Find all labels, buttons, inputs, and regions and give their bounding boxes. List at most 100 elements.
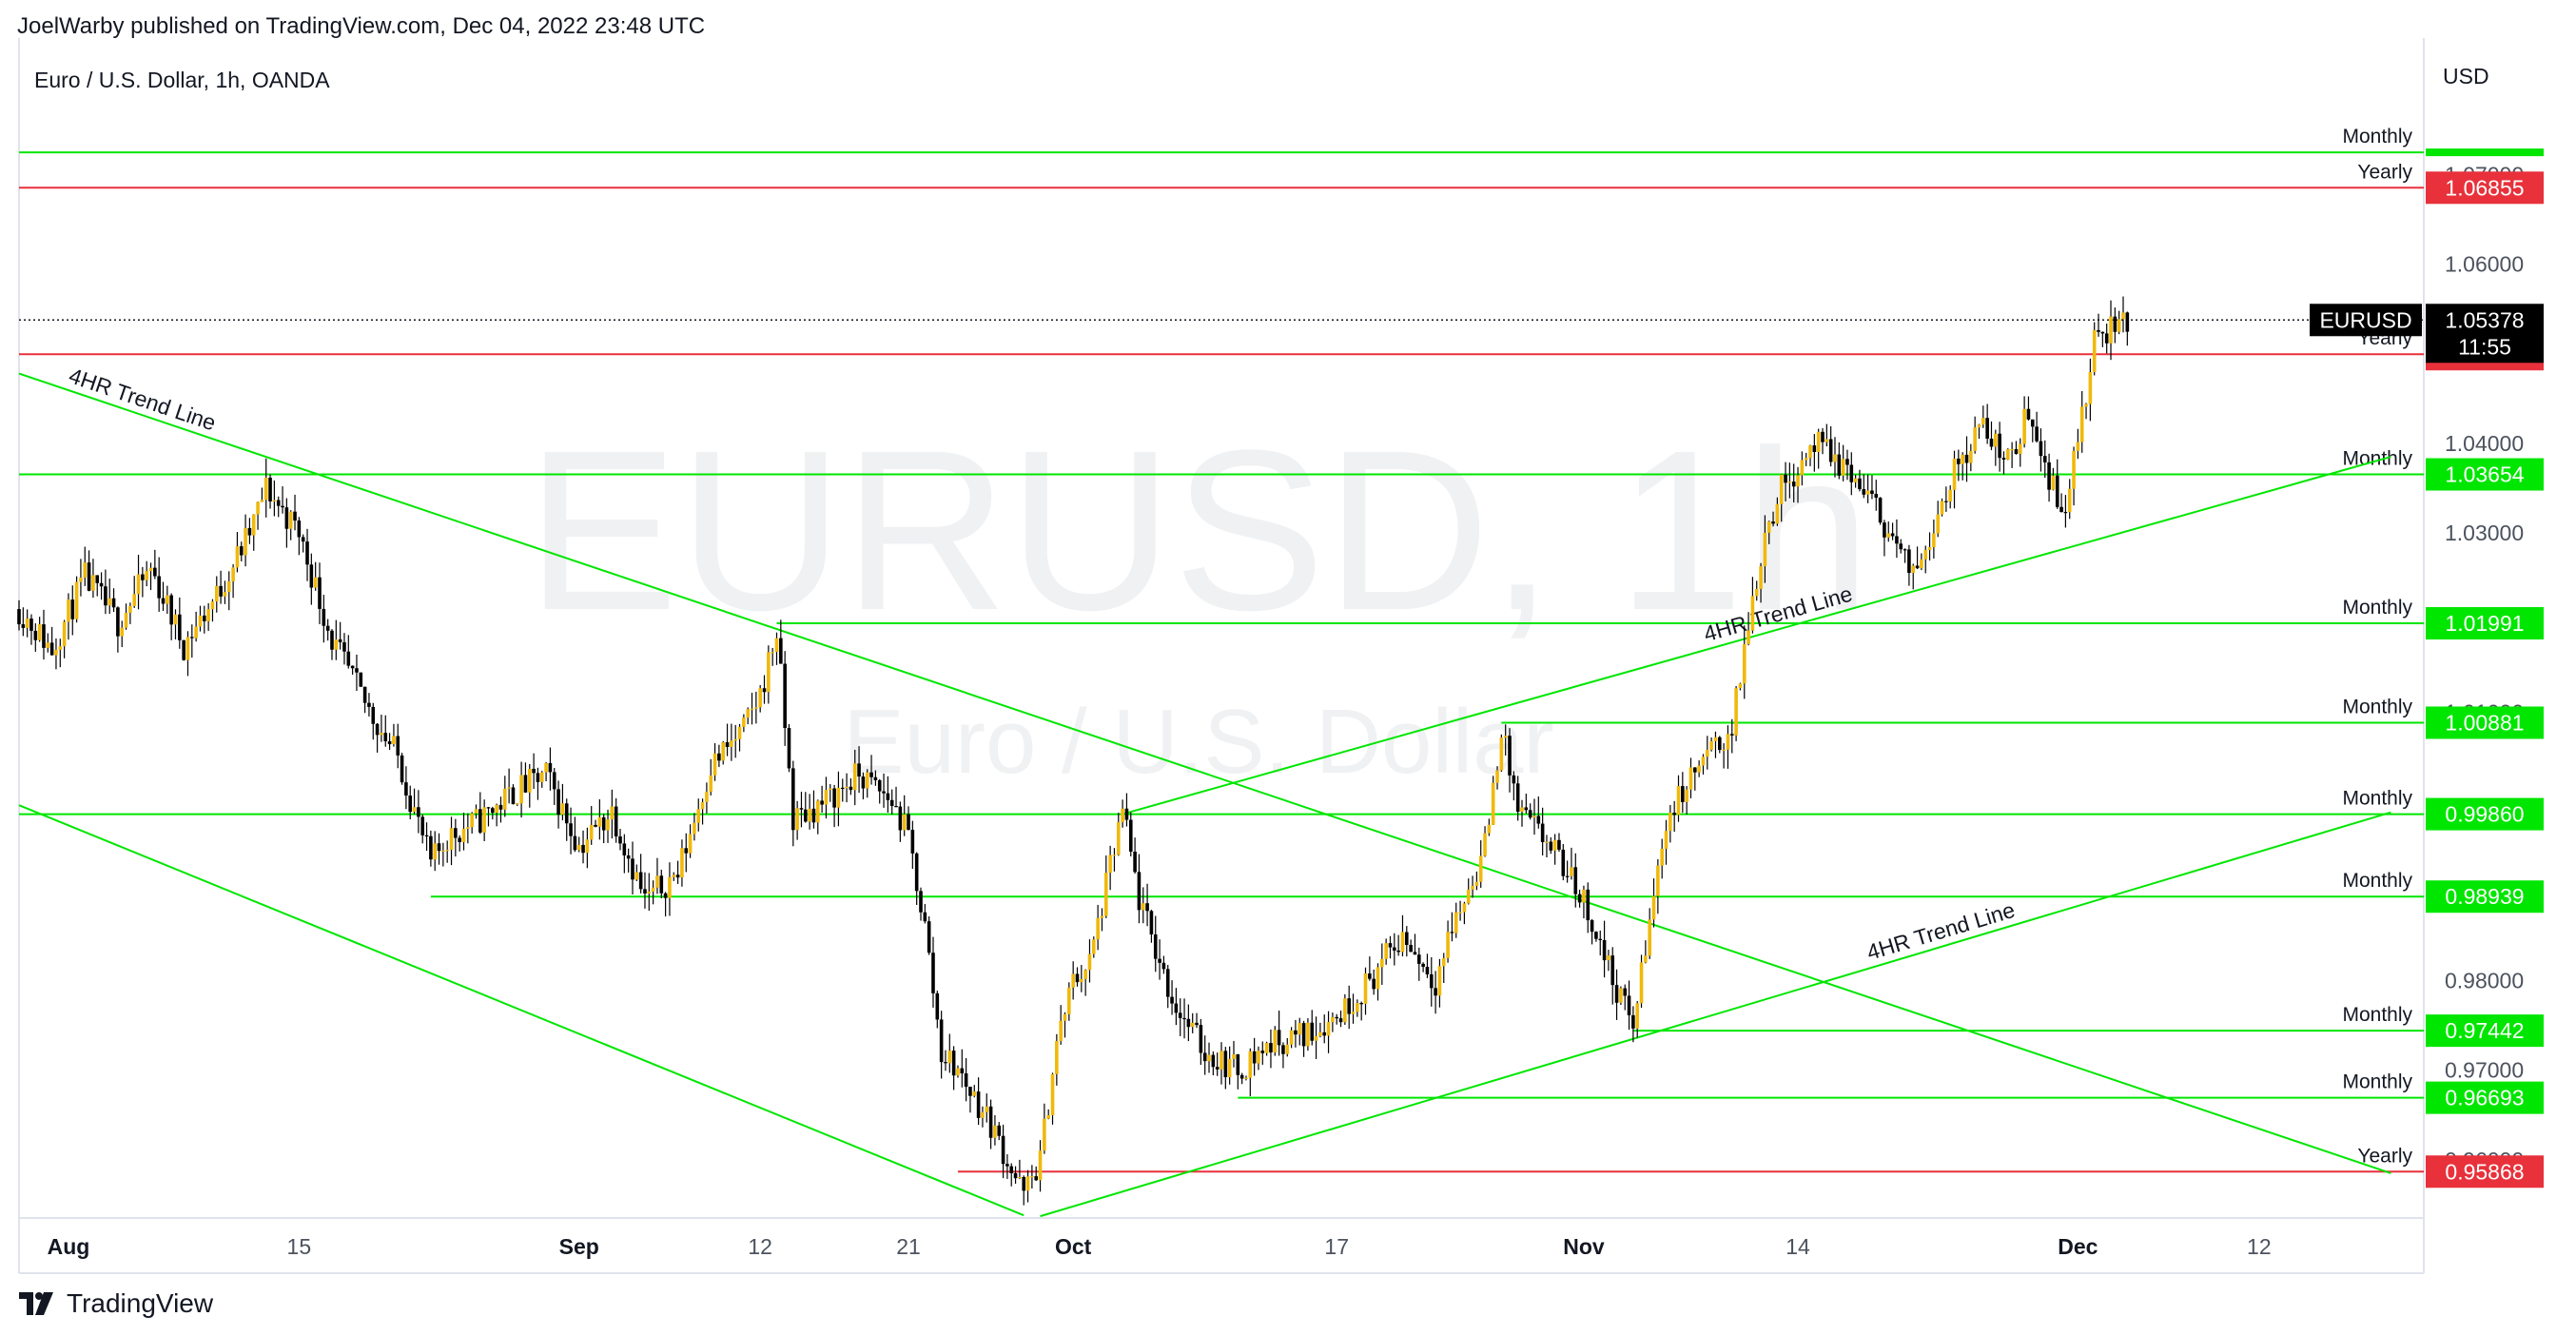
candle-body (869, 772, 873, 777)
candle-body (705, 792, 709, 802)
price-tick-label: 1.06000 (2445, 252, 2524, 277)
candle-body (1005, 1164, 1009, 1167)
candle-body (2079, 406, 2084, 442)
candle-body (1425, 966, 1430, 974)
level-price-badge: 0.98939 (2445, 884, 2524, 909)
candle-body (919, 891, 923, 913)
level-label: Monthly (2342, 696, 2412, 717)
candle-body (668, 876, 672, 898)
candle-body (1886, 533, 1891, 538)
candle-body (548, 762, 553, 773)
candle-body (737, 726, 742, 739)
level-label: Monthly (2342, 597, 2412, 619)
candle-body (1202, 1052, 1207, 1062)
symbol-title[interactable]: Euro / U.S. Dollar, 1h, OANDA (34, 68, 330, 92)
candle-body (157, 576, 161, 599)
candle-body (1602, 939, 1607, 961)
currency-label[interactable]: USD (2443, 64, 2489, 88)
candle-body (1841, 459, 1845, 476)
candle-body (498, 804, 503, 810)
candle-body (1759, 566, 1763, 589)
candle-body (1515, 783, 1520, 813)
candle-body (1232, 1053, 1236, 1059)
candle-body (1478, 855, 1483, 882)
candle-body (1318, 1031, 1322, 1036)
candle-body (614, 806, 618, 836)
candle-body (597, 816, 602, 827)
candle-body (190, 637, 194, 639)
level-label: Monthly (2342, 448, 2412, 470)
candle-body (231, 567, 235, 581)
candle-body (1729, 734, 1734, 736)
candle-body (83, 562, 88, 578)
candle-body (1141, 903, 1145, 911)
candle-body (787, 728, 791, 769)
candle-body (552, 772, 556, 790)
candle-body (91, 575, 95, 591)
candle-body (1471, 885, 1474, 890)
candle-body (1103, 873, 1108, 916)
candle-body (1952, 458, 1957, 490)
candle-body (1165, 969, 1170, 997)
candle-body (474, 809, 478, 814)
candle-body (1495, 770, 1499, 783)
level-price-badge-bg (2426, 1155, 2544, 1189)
candle-body (226, 580, 231, 593)
candle-body (210, 601, 215, 610)
candle-body (1771, 521, 1775, 524)
candle-body (1573, 867, 1578, 894)
candle-body (1808, 445, 1812, 459)
footer-brand[interactable]: TradingView (67, 1288, 214, 1318)
candle-body (301, 537, 305, 542)
candle-body (894, 806, 898, 808)
candle-body (1664, 831, 1669, 849)
candle-body (1899, 543, 1903, 550)
candle-body (647, 892, 652, 894)
candle-body (1301, 1023, 1306, 1047)
candle-body (1540, 823, 1545, 843)
candle-body (1989, 438, 1994, 447)
candle-body (733, 738, 738, 741)
candle-body (420, 816, 425, 835)
candle-body (293, 511, 297, 521)
candle-body (956, 1068, 960, 1076)
candle-body (1087, 953, 1092, 971)
candle-body (622, 843, 627, 855)
level-price-badge-bg (2426, 607, 2544, 640)
trend-line (18, 804, 1025, 1217)
candle-body (696, 809, 701, 823)
candle-body (1853, 478, 1858, 482)
candle-body (1923, 549, 1928, 560)
level-price-badge-bg (2426, 458, 2544, 491)
candle-body (1520, 807, 1524, 813)
candle-body (1384, 943, 1388, 959)
candle-body (244, 527, 247, 556)
watermark-main: EURUSD, 1h (526, 403, 1871, 658)
candle-body (585, 839, 590, 854)
candle-body (1512, 775, 1516, 784)
candle-body (968, 1087, 972, 1096)
candle-body (29, 619, 33, 631)
candle-body (898, 806, 903, 831)
candle-body (1660, 848, 1664, 866)
candle-body (334, 639, 339, 650)
time-tick-label: Oct (1055, 1234, 1092, 1259)
candle-body (1791, 481, 1796, 487)
candle-body (491, 808, 495, 814)
candle-body (1883, 522, 1886, 538)
candle-body (1137, 872, 1142, 911)
level-price-badge-bg (2426, 1081, 2544, 1114)
trend-line (18, 372, 2391, 1174)
candle-body (672, 874, 676, 877)
candle-body (1775, 503, 1780, 524)
candle-body (889, 799, 894, 807)
candle-body (1413, 952, 1417, 955)
candle-body (1030, 1176, 1034, 1178)
candle-body (214, 585, 219, 602)
symbol-badge: EURUSD (2319, 307, 2411, 332)
candle-body (618, 835, 622, 844)
candle-body (445, 850, 449, 852)
candle-body (42, 624, 46, 648)
candle-body (1080, 978, 1083, 983)
